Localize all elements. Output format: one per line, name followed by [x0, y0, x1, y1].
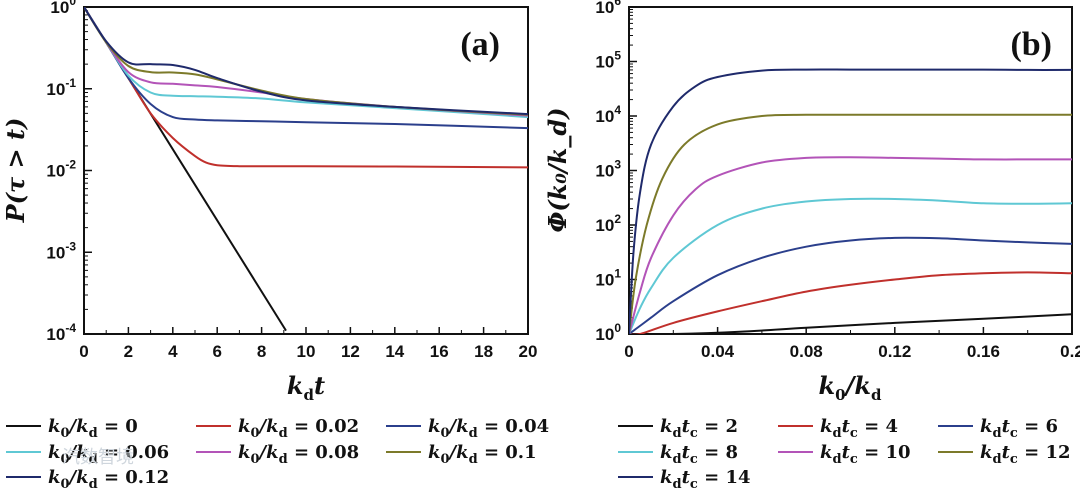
- chart-b-x-tick-label: 0.2: [1060, 342, 1080, 361]
- chart-a-legend-label: k0/kd = 0.1: [428, 442, 537, 467]
- chart-b-series-line-6: [629, 68, 1072, 334]
- chart-b-legend-label: kdtc = 4: [820, 416, 898, 441]
- chart-b-x-tick-label: 0: [624, 342, 633, 361]
- chart-a-legend-label: k0/kd = 0.06: [48, 442, 169, 467]
- chart-b-series-line-4: [629, 156, 1072, 334]
- chart-b-x-tick-label: 0.08: [790, 342, 823, 361]
- chart-a-y-tick-label: 10-1: [46, 76, 76, 99]
- chart-b-series-line-0: [629, 313, 1072, 334]
- chart-a-x-tick-label: 10: [297, 342, 316, 361]
- chart-a-x-tick-label: 4: [168, 342, 178, 361]
- chart-a-panel-label: (a): [460, 26, 500, 63]
- chart-a-axes: 0 2 4 6 8 10 12 14 16 18 20 100 10-1 10-2 10-3 10-4: [46, 0, 537, 361]
- chart-a-x-tick-label: 18: [474, 342, 493, 361]
- chart-b-legend-label: kdtc = 8: [660, 442, 738, 467]
- chart-b-axes: 0 0.04 0.08 0.12 0.16 0.2 106 105 104 103 102 101 10…: [595, 0, 1080, 361]
- chart-a-series-line-3: [84, 7, 528, 119]
- chart-a: 0 2 4 6 8 10 12 14 16 18 20 100 10-1 10-2 10-3 10-4 (a)…: [1, 0, 537, 404]
- chart-a-legend-label: k0/kd = 0.04: [428, 416, 549, 441]
- chart-b-y-tick-label: 102: [595, 212, 621, 235]
- chart-a-x-tick-label: 2: [124, 342, 133, 361]
- chart-a-series: [84, 7, 528, 332]
- chart-a-y-tick-label: 100: [50, 0, 76, 17]
- chart-b-series-line-2: [629, 236, 1072, 334]
- chart-a-x-tick-label: 12: [341, 342, 360, 361]
- chart-a-x-tick-label: 20: [519, 342, 538, 361]
- chart-b-x-label: k0/kd: [819, 371, 882, 404]
- chart-b-series-line-5: [629, 113, 1072, 334]
- chart-b-series-line-1: [629, 271, 1072, 334]
- chart-b-legend-label: kdtc = 2: [660, 416, 738, 441]
- chart-a-series-line-6: [84, 7, 528, 116]
- chart-a-x-tick-label: 8: [257, 342, 266, 361]
- chart-b-y-tick-label: 104: [595, 103, 621, 126]
- chart-a-x-tick-label: 0: [79, 342, 88, 361]
- chart-a-legend-label: k0/kd = 0: [48, 416, 138, 441]
- chart-a-legend-label: k0/kd = 0.12: [48, 467, 169, 492]
- chart-b-legend-label: kdtc = 14: [660, 467, 751, 492]
- chart-b-y-tick-label: 105: [595, 49, 621, 72]
- chart-b-x-tick-label: 0.16: [967, 342, 1000, 361]
- chart-b-x-tick-label: 0.12: [878, 342, 911, 361]
- chart-a-x-tick-label: 6: [212, 342, 221, 361]
- chart-a-legend-label: k0/kd = 0.08: [238, 442, 359, 467]
- chart-b-legend-label: kdtc = 12: [980, 442, 1071, 467]
- chart-b-legend-label: kdtc = 6: [980, 416, 1058, 441]
- chart-a-y-label: P(τ > t): [1, 118, 30, 224]
- chart-a-y-tick-label: 10-4: [46, 321, 76, 344]
- chart-b-panel-label: (b): [1010, 26, 1052, 63]
- chart-a-y-tick-label: 10-3: [46, 239, 76, 262]
- chart-b-y-tick-label: 101: [595, 267, 621, 290]
- chart-b-y-tick-label: 106: [595, 0, 621, 17]
- chart-a-series-line-2: [84, 7, 528, 130]
- chart-b-x-tick-label: 0.04: [701, 342, 735, 361]
- chart-b-y-tick-label: 103: [595, 158, 621, 181]
- chart-b-series-line-3: [629, 197, 1072, 334]
- watermark: 汽数智境: [62, 447, 134, 468]
- chart-b-y-label: Φ(k₀/k_d): [543, 108, 572, 233]
- chart-a-y-tick-label: 10-2: [46, 158, 76, 181]
- chart-b-legend-label: kdtc = 10: [820, 442, 911, 467]
- chart-b-series: [629, 68, 1072, 334]
- chart-b-y-tick-label: 100: [595, 321, 621, 344]
- chart-a-x-tick-label: 16: [430, 342, 449, 361]
- chart-b: 0 0.04 0.08 0.12 0.16 0.2 106 105 104 103 102 101 10…: [543, 0, 1080, 404]
- chart-a-legend-label: k0/kd = 0.02: [238, 416, 359, 441]
- chart-a-x-label: kdt: [287, 371, 325, 404]
- chart-a-x-tick-label: 14: [385, 342, 404, 361]
